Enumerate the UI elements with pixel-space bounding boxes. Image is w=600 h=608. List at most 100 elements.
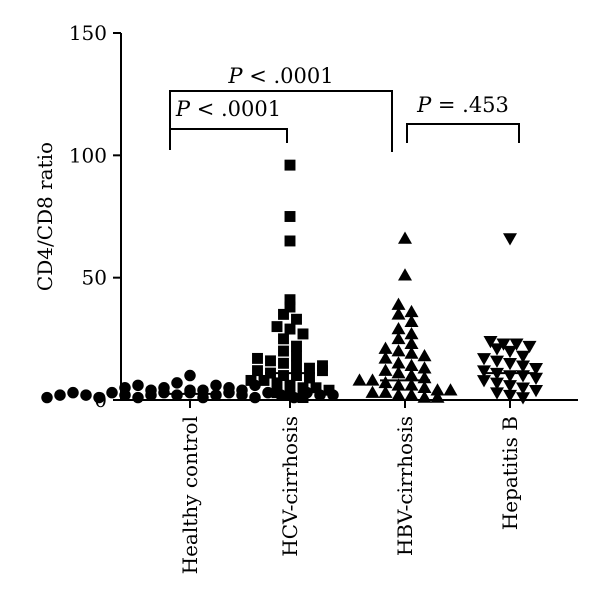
data-point — [391, 344, 406, 357]
chart-axes: 050100150CD4/CD8 ratio — [33, 21, 578, 412]
data-point — [171, 389, 183, 401]
data-point — [503, 233, 517, 246]
median-lines — [165, 372, 535, 395]
data-point — [378, 375, 393, 389]
data-point — [291, 370, 302, 381]
data-point — [184, 386, 196, 399]
data-point — [323, 384, 335, 396]
data-point — [430, 390, 445, 403]
data-point — [271, 387, 283, 399]
data-point — [265, 355, 276, 367]
data-point — [378, 351, 393, 364]
p-value-text: < .0001 — [243, 64, 334, 88]
data-point — [304, 362, 315, 374]
category-labels: Healthy control HCV-cirrhosis HBV-cirrhosi… — [178, 416, 522, 574]
data-point — [404, 304, 419, 318]
data-point — [404, 358, 419, 371]
significance-bracket — [406, 123, 520, 143]
data-point — [516, 382, 530, 395]
data-point — [278, 333, 289, 345]
data-point — [391, 378, 406, 391]
p-symbol: P — [227, 64, 243, 88]
series-hcv-cirrhosis — [245, 159, 335, 404]
data-point — [477, 365, 491, 378]
data-point — [80, 389, 92, 401]
data-point — [291, 360, 302, 372]
data-point — [503, 345, 517, 359]
data-point — [490, 355, 504, 368]
data-point — [271, 321, 283, 333]
data-point — [378, 363, 393, 376]
data-point — [284, 323, 296, 335]
data-point — [516, 392, 530, 405]
data-point — [398, 268, 412, 281]
data-point — [297, 328, 309, 340]
data-point — [477, 353, 491, 366]
data-point — [297, 382, 309, 394]
data-point — [252, 352, 263, 364]
data-point — [516, 350, 530, 363]
data-point — [252, 365, 263, 377]
data-point — [398, 231, 412, 244]
data-point — [391, 297, 406, 310]
p-value-text: = .453 — [431, 93, 509, 117]
data-point — [145, 389, 157, 401]
data-point — [284, 235, 296, 247]
data-point — [278, 357, 289, 369]
data-point — [284, 301, 296, 313]
data-point — [391, 388, 406, 401]
data-point — [365, 373, 380, 386]
data-point — [93, 391, 105, 404]
data-point — [391, 356, 406, 369]
data-point — [365, 385, 380, 398]
data-point — [529, 384, 543, 398]
data-point — [503, 389, 517, 403]
data-point — [503, 380, 517, 393]
data-point — [119, 389, 131, 401]
data-point — [516, 360, 530, 373]
data-point — [223, 386, 235, 399]
data-point — [430, 383, 445, 396]
data-point — [404, 326, 419, 340]
data-point — [278, 308, 289, 320]
x-tick-label: HBV-cirrhosis — [393, 416, 417, 556]
data-point — [352, 373, 367, 386]
data-point — [258, 374, 270, 386]
data-point — [417, 348, 432, 362]
data-point — [291, 340, 302, 352]
data-point — [404, 378, 419, 391]
data-point — [404, 346, 419, 359]
data-point — [522, 340, 537, 354]
data-point — [391, 331, 406, 345]
data-point — [184, 369, 196, 382]
data-point — [262, 386, 274, 399]
p-symbol: P — [416, 93, 432, 117]
data-point — [158, 386, 170, 399]
data-point — [210, 379, 222, 392]
data-point — [490, 377, 504, 390]
data-point — [132, 379, 144, 392]
data-point — [245, 374, 257, 386]
data-point — [297, 392, 309, 404]
x-tick-label: Hepatitis B — [498, 416, 522, 530]
data-point — [404, 368, 419, 381]
data-point — [284, 211, 296, 222]
data-point — [54, 389, 66, 401]
data-point — [529, 362, 543, 376]
data-point — [378, 341, 393, 354]
data-point — [391, 322, 406, 335]
y-axis-title: CD4/CD8 ratio — [33, 142, 57, 291]
data-point — [391, 307, 406, 320]
data-point — [171, 377, 183, 389]
data-point — [236, 389, 248, 401]
data-point — [284, 159, 296, 171]
data-point — [404, 314, 419, 327]
data-point — [378, 385, 393, 398]
data-points — [41, 159, 543, 405]
data-point — [271, 377, 283, 389]
significance-bracket — [169, 90, 393, 152]
data-point — [106, 386, 118, 399]
data-point — [509, 338, 524, 351]
